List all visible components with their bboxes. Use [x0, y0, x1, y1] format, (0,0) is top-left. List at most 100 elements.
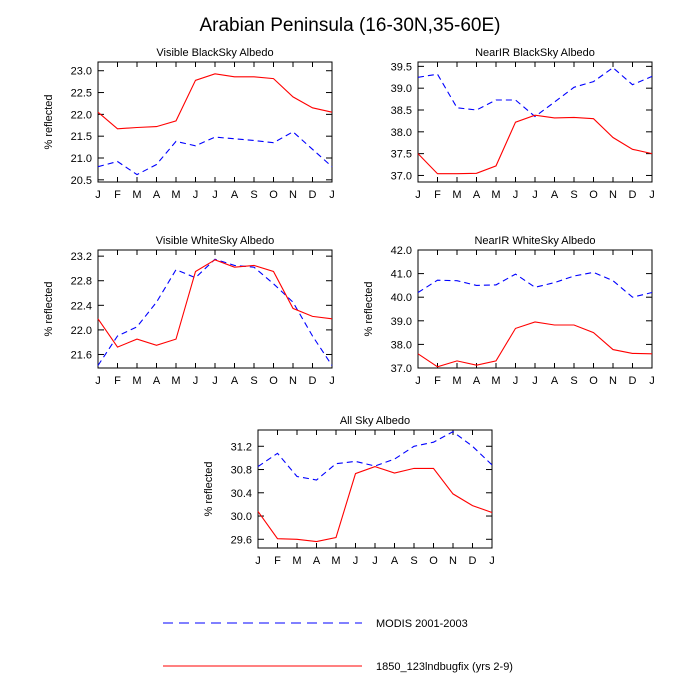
x-tick-label: N [449, 555, 457, 567]
series-line-model [97, 73, 333, 130]
x-tick-label: D [309, 189, 317, 201]
y-tick-label: 22.5 [71, 88, 92, 100]
panel-title: NearIR BlackSky Albedo [475, 47, 595, 59]
x-tick-label: J [649, 189, 655, 201]
x-tick-label: O [269, 375, 278, 387]
panel-title: Visible BlackSky Albedo [156, 47, 273, 59]
y-tick-label: 30.4 [231, 488, 252, 500]
series-line-model [417, 114, 653, 175]
x-tick-label: N [609, 375, 617, 387]
y-axis-label: % reflected [43, 281, 55, 336]
x-tick-label: J [649, 375, 655, 387]
x-tick-label: J [372, 555, 378, 567]
x-tick-label: J [255, 555, 261, 567]
x-tick-label: A [231, 375, 239, 387]
legend-label-modis: MODIS 2001-2003 [376, 618, 468, 630]
x-tick-label: M [452, 375, 461, 387]
y-tick-label: 41.0 [391, 269, 412, 281]
panel-title: NearIR WhiteSky Albedo [474, 235, 595, 247]
panel-title: All Sky Albedo [340, 415, 410, 427]
y-tick-label: 21.6 [71, 349, 92, 361]
plot-frame [257, 429, 493, 549]
x-tick-label: J [415, 189, 421, 201]
x-tick-label: S [410, 555, 417, 567]
panel-title: Visible WhiteSky Albedo [156, 235, 274, 247]
x-tick-label: J [329, 189, 335, 201]
series-line-modis [417, 271, 653, 298]
y-tick-label: 37.0 [391, 170, 412, 182]
y-tick-label: 30.8 [231, 465, 252, 477]
x-tick-label: A [551, 375, 559, 387]
legend-label-model: 1850_123lndbugfix (yrs 2-9) [376, 661, 513, 673]
x-tick-label: J [353, 555, 359, 567]
y-tick-label: 37.0 [391, 363, 412, 375]
x-tick-label: M [132, 189, 141, 201]
x-tick-label: D [309, 375, 317, 387]
x-tick-label: D [629, 375, 637, 387]
x-tick-label: M [292, 555, 301, 567]
x-tick-label: J [95, 189, 101, 201]
x-tick-label: S [570, 189, 577, 201]
x-tick-label: A [153, 189, 161, 201]
y-tick-label: 21.5 [71, 131, 92, 143]
x-tick-label: A [473, 189, 481, 201]
x-tick-label: N [289, 189, 297, 201]
y-tick-label: 40.0 [391, 292, 412, 304]
x-tick-label: M [171, 375, 180, 387]
plot-frame [417, 61, 653, 183]
x-tick-label: A [473, 375, 481, 387]
x-tick-label: J [532, 375, 538, 387]
x-tick-label: O [429, 555, 438, 567]
series-line-model [257, 466, 493, 543]
y-tick-label: 30.0 [231, 511, 252, 523]
y-tick-label: 22.4 [71, 300, 92, 312]
x-tick-label: J [212, 189, 218, 201]
x-tick-label: N [289, 375, 297, 387]
x-tick-label: D [629, 189, 637, 201]
x-tick-label: M [331, 555, 340, 567]
figure-title: Arabian Peninsula (16-30N,35-60E) [199, 15, 500, 36]
y-tick-label: 20.5 [71, 175, 92, 187]
x-tick-label: M [452, 189, 461, 201]
y-tick-label: 39.0 [391, 83, 412, 95]
series-line-model [417, 321, 653, 368]
x-tick-label: N [609, 189, 617, 201]
x-tick-label: S [250, 189, 257, 201]
x-tick-label: A [231, 189, 239, 201]
x-tick-label: J [489, 555, 495, 567]
x-tick-label: A [551, 189, 559, 201]
x-tick-label: M [132, 375, 141, 387]
y-tick-label: 22.8 [71, 276, 92, 288]
x-tick-label: F [114, 189, 121, 201]
y-tick-label: 23.0 [71, 66, 92, 78]
y-tick-label: 37.5 [391, 149, 412, 161]
x-tick-label: J [193, 189, 199, 201]
y-tick-label: 23.2 [71, 251, 92, 263]
y-tick-label: 22.0 [71, 109, 92, 121]
x-tick-label: M [491, 189, 500, 201]
x-tick-label: J [513, 189, 519, 201]
y-tick-label: 42.0 [391, 245, 412, 257]
x-tick-label: D [469, 555, 477, 567]
x-tick-label: J [95, 375, 101, 387]
y-tick-label: 31.2 [231, 441, 252, 453]
x-tick-label: J [513, 375, 519, 387]
x-tick-label: J [329, 375, 335, 387]
x-tick-label: F [434, 375, 441, 387]
y-tick-label: 38.5 [391, 105, 412, 117]
x-tick-label: J [532, 189, 538, 201]
x-tick-label: O [269, 189, 278, 201]
y-axis-label: % reflected [363, 281, 375, 336]
series-line-modis [97, 131, 333, 176]
x-tick-label: A [153, 375, 161, 387]
x-tick-label: J [193, 375, 199, 387]
y-tick-label: 22.0 [71, 325, 92, 337]
x-tick-label: F [434, 189, 441, 201]
x-tick-label: A [391, 555, 399, 567]
x-tick-label: O [589, 375, 598, 387]
x-tick-label: J [212, 375, 218, 387]
